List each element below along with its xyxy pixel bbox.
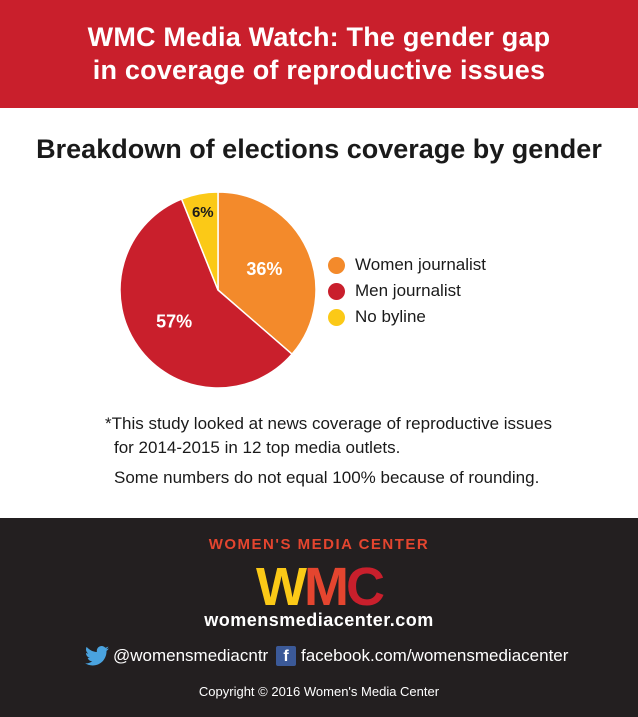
pie-label-women: 36% [246, 259, 282, 279]
pie-slice-women [217, 191, 317, 356]
note-line-3: Some numbers do not equal 100% because o… [114, 468, 540, 487]
chart-title: Breakdown of elections coverage by gende… [36, 134, 602, 164]
pie-slice-no-byline [180, 191, 219, 291]
legend-swatch-no-byline [328, 308, 345, 326]
pie-slice-men [119, 198, 294, 389]
website-link[interactable]: womensmediacenter.com [204, 610, 434, 630]
footer: WOMEN'S MEDIA CENTER WMC womensmediacent… [0, 518, 638, 717]
legend-item-women: Women journalist [328, 252, 486, 278]
logo-letter-m: M [303, 557, 349, 617]
note-line-2: for 2014-2015 in 12 top media outlets. [114, 438, 401, 457]
note-line-1: *This study looked at news coverage of r… [105, 414, 552, 433]
legend-label-men: Men journalist [355, 281, 461, 300]
legend-swatch-men [328, 282, 345, 300]
legend-item-no-byline: No byline [328, 304, 486, 330]
pie-chart: 36% 57% 6% [119, 191, 317, 389]
chart-legend: Women journalist Men journalist No bylin… [328, 252, 486, 330]
twitter-handle: @womensmediacntr [113, 646, 269, 665]
logo-letter-w: W [256, 557, 307, 617]
social-links: @womensmediacntr f facebook.com/womensme… [0, 646, 638, 672]
legend-item-men: Men journalist [328, 278, 486, 304]
study-note: *This study looked at news coverage of r… [0, 412, 638, 490]
wmc-logo: WMC [208, 556, 430, 618]
copyright: Copyright © 2016 Women's Media Center [198, 684, 440, 699]
twitter-link[interactable]: @womensmediacntr [85, 646, 268, 666]
twitter-bird-icon [85, 646, 109, 666]
legend-swatch-women [328, 256, 345, 274]
logo-letter-c: C [345, 557, 385, 617]
pie-label-men: 57% [156, 311, 192, 331]
facebook-url: facebook.com/womensmediacenter [301, 646, 569, 665]
facebook-f-icon: f [276, 646, 296, 666]
header-title-line-1: WMC Media Watch: The gender gap [87, 22, 551, 52]
facebook-link[interactable]: f facebook.com/womensmediacenter [276, 646, 568, 666]
org-name: WOMEN'S MEDIA CENTER [208, 536, 430, 553]
legend-label-women: Women journalist [355, 255, 487, 274]
header-banner: WMC Media Watch: The gender gap in cover… [0, 0, 638, 108]
pie-label-no-byline: 6% [192, 204, 214, 221]
legend-label-no-byline: No byline [355, 307, 426, 326]
header-title-line-2: in coverage of reproductive issues [92, 55, 546, 85]
